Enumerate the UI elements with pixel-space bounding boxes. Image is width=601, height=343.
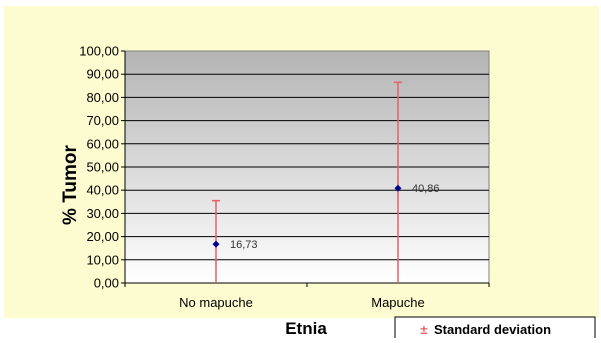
gridlines — [125, 73, 489, 261]
y-tick-label: 70,00 — [86, 113, 119, 128]
y-tick-label: 80,00 — [86, 90, 119, 105]
x-axis-labels: No mapuche Mapuche — [124, 283, 490, 310]
data-label: 16,73 — [230, 239, 258, 251]
y-axis-title: % Tumor — [60, 144, 81, 224]
x-tick-label: Mapuche — [371, 295, 424, 310]
data-labels: 16,73 40,86 — [230, 183, 440, 251]
y-axis-ticks: 0,00 10,00 20,00 30,00 40,00 50,00 60,00 70,00 8… — [79, 44, 489, 291]
data-point — [394, 184, 402, 192]
legend-label: Standard deviation — [434, 322, 551, 337]
y-tick-label: 90,00 — [86, 67, 119, 82]
y-tick-label: 50,00 — [86, 160, 119, 175]
data-points — [212, 184, 402, 248]
legend: ± Standard deviation — [394, 316, 596, 342]
x-tick-label: No mapuche — [179, 295, 253, 310]
y-tick-label: 100,00 — [79, 44, 119, 59]
y-tick-label: 20,00 — [86, 229, 119, 244]
y-tick-label: 40,00 — [86, 183, 119, 198]
data-label: 40,86 — [412, 183, 440, 195]
legend-box — [394, 316, 596, 342]
x-axis-title: Etnia — [285, 319, 327, 338]
y-tick-label: 10,00 — [86, 252, 119, 267]
y-tick-label: 30,00 — [86, 206, 119, 221]
legend-symbol: ± — [420, 322, 427, 337]
y-tick-label: 0,00 — [94, 276, 119, 291]
data-point — [212, 240, 220, 248]
y-tick-label: 60,00 — [86, 136, 119, 151]
